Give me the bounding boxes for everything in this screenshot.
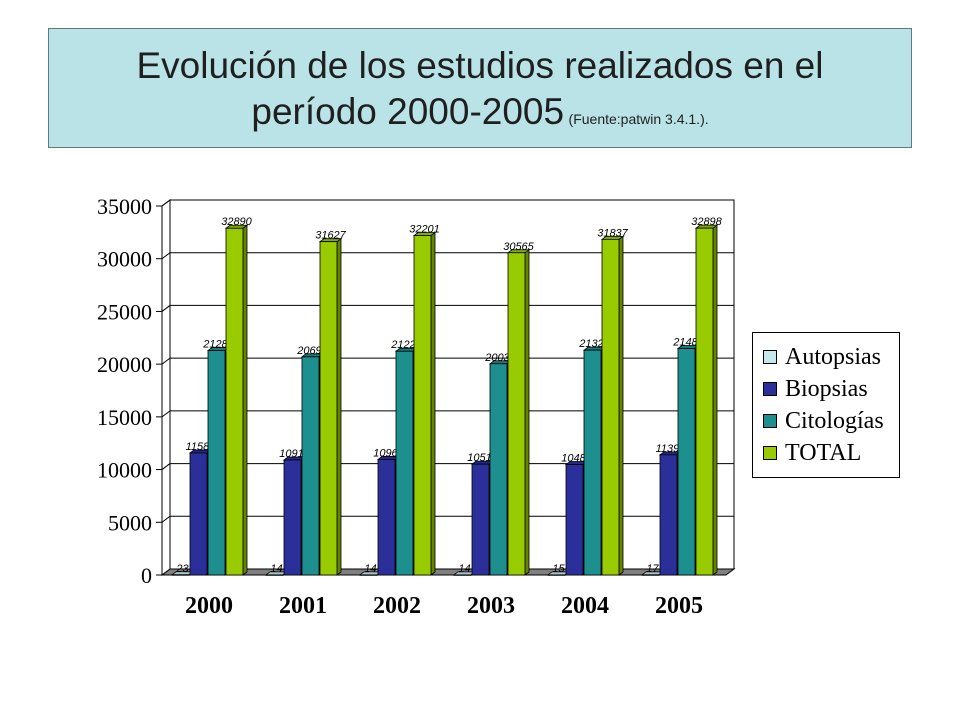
y-tick-label: 5000 — [108, 510, 152, 535]
bar — [601, 238, 620, 576]
data-label: 32201 — [409, 224, 440, 236]
bar — [453, 574, 472, 576]
legend-label: Autopsias — [785, 343, 881, 370]
x-tick-label: 2004 — [561, 593, 609, 619]
y-tick-label: 30000 — [97, 247, 152, 272]
x-tick-label: 2005 — [655, 593, 703, 619]
legend: Autopsias Biopsias Citologías TOTAL — [752, 332, 900, 478]
bar — [547, 574, 566, 576]
legend-swatch — [763, 382, 777, 396]
chart-title: Evolución de los estudios realizados en … — [136, 45, 824, 86]
bar — [171, 574, 190, 576]
bar — [695, 227, 714, 576]
data-label: 14 — [458, 563, 470, 575]
bar-side — [430, 231, 436, 576]
bar-side — [336, 237, 342, 576]
bar — [489, 363, 508, 576]
title-box: Evolución de los estudios realizados en … — [48, 28, 912, 148]
y-tick-label: 15000 — [97, 405, 152, 430]
bar — [641, 574, 660, 576]
bar-side — [618, 235, 624, 576]
data-label: 17 — [646, 563, 659, 575]
data-label: 15 — [552, 563, 565, 575]
data-label: 14 — [270, 563, 282, 575]
data-label: 14 — [364, 563, 376, 575]
bar-side — [524, 248, 530, 576]
data-label: 31837 — [597, 227, 628, 239]
gridline-side — [161, 463, 171, 470]
gridline-side — [161, 357, 171, 365]
bar — [659, 454, 678, 576]
bar — [507, 252, 526, 576]
y-tick-label: 0 — [141, 563, 152, 588]
chart-title-line2: período 2000-2005 — [251, 91, 565, 132]
bar — [207, 350, 226, 576]
y-tick-label: 10000 — [97, 458, 152, 483]
plot-area — [169, 199, 735, 570]
bar — [471, 463, 490, 576]
bar — [359, 574, 378, 576]
y-tick-label: 25000 — [97, 299, 152, 324]
data-label: 32898 — [691, 216, 722, 228]
bar — [395, 350, 414, 576]
bar — [225, 227, 244, 576]
legend-label: TOTAL — [785, 439, 862, 466]
chart-source: (Fuente:patwin 3.4.1.). — [568, 111, 709, 127]
gridline-side — [161, 515, 171, 523]
x-tick-label: 2000 — [185, 593, 233, 619]
legend-item-biopsias: Biopsias — [763, 373, 899, 405]
bar — [413, 235, 432, 576]
x-tick-label: 2001 — [279, 593, 327, 619]
legend-label: Biopsias — [785, 375, 868, 402]
x-tick-label: 2003 — [467, 593, 515, 619]
bar-side — [712, 224, 718, 576]
bar — [565, 464, 584, 576]
data-label: 23 — [175, 563, 189, 575]
y-tick-label: 35000 — [97, 194, 152, 219]
y-tick-label: 20000 — [97, 352, 152, 377]
bar — [377, 459, 396, 576]
bar — [301, 356, 320, 576]
bar — [583, 349, 602, 576]
gridline-side — [161, 410, 171, 418]
gridline-side — [161, 252, 171, 260]
data-label: 30565 — [503, 241, 534, 253]
gridline-side — [161, 305, 171, 312]
legend-swatch — [763, 350, 777, 364]
data-label: 32890 — [221, 216, 252, 228]
bar-side — [242, 224, 248, 576]
bar — [677, 348, 696, 576]
x-tick-label: 2002 — [373, 593, 421, 619]
legend-item-total: TOTAL — [763, 437, 899, 469]
legend-item-autopsias: Autopsias — [763, 341, 899, 373]
bar — [265, 574, 284, 576]
gridline-side — [161, 199, 171, 207]
data-label: 31627 — [315, 230, 346, 242]
legend-label: Citologías — [785, 407, 884, 434]
bar — [283, 459, 302, 576]
legend-swatch — [763, 414, 777, 428]
bar — [319, 241, 338, 576]
legend-item-citologias: Citologías — [763, 405, 899, 437]
bar — [189, 452, 208, 576]
legend-swatch — [763, 446, 777, 460]
